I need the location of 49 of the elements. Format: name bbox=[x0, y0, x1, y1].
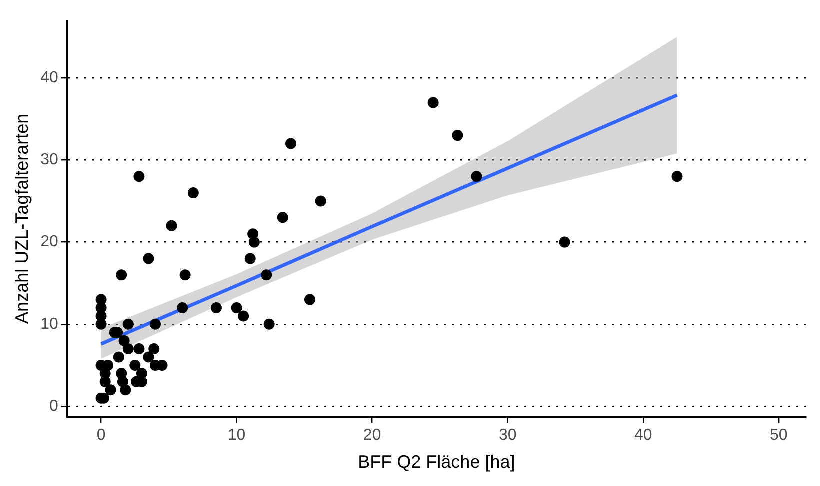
x-tick-label: 50 bbox=[770, 427, 788, 444]
point bbox=[143, 352, 154, 363]
point bbox=[180, 270, 191, 281]
x-axis-title: BFF Q2 Fläche [ha] bbox=[358, 452, 516, 472]
point bbox=[130, 360, 141, 371]
y-tick-label: 10 bbox=[40, 316, 58, 333]
point bbox=[210, 302, 222, 314]
y-tick-label: 20 bbox=[40, 234, 58, 251]
point bbox=[118, 335, 130, 346]
point bbox=[177, 302, 188, 314]
point bbox=[116, 270, 128, 281]
point bbox=[120, 384, 132, 396]
x-tick-label: 0 bbox=[96, 427, 106, 444]
point bbox=[261, 270, 272, 281]
y-tick-label: 30 bbox=[40, 152, 58, 169]
y-tick-label: 40 bbox=[40, 69, 58, 86]
x-tick-label: 20 bbox=[363, 427, 382, 444]
point bbox=[231, 302, 242, 314]
y-axis-title: Anzahl UZL-Tagfalterarten bbox=[12, 114, 32, 324]
point bbox=[105, 384, 116, 396]
point bbox=[471, 171, 482, 182]
point bbox=[122, 344, 134, 355]
point bbox=[238, 310, 250, 322]
point bbox=[148, 344, 160, 355]
point bbox=[315, 196, 326, 207]
point bbox=[122, 318, 134, 330]
x-tick-label: 30 bbox=[498, 427, 517, 444]
point bbox=[244, 253, 256, 264]
point bbox=[113, 352, 124, 363]
point bbox=[248, 236, 260, 248]
point bbox=[304, 294, 316, 306]
point bbox=[166, 220, 178, 232]
y-tick-label: 0 bbox=[49, 398, 58, 415]
point bbox=[134, 171, 145, 182]
point bbox=[143, 253, 154, 264]
point bbox=[264, 318, 275, 330]
x-tick-label: 10 bbox=[228, 427, 246, 444]
point bbox=[277, 212, 288, 224]
point bbox=[134, 344, 145, 355]
point bbox=[286, 138, 297, 150]
point bbox=[672, 171, 683, 182]
x-tick-label: 40 bbox=[634, 427, 652, 444]
point bbox=[559, 236, 570, 248]
point bbox=[100, 376, 111, 388]
point bbox=[452, 130, 464, 142]
point bbox=[96, 318, 107, 330]
point bbox=[188, 188, 199, 199]
point bbox=[428, 97, 439, 108]
point bbox=[150, 318, 161, 330]
